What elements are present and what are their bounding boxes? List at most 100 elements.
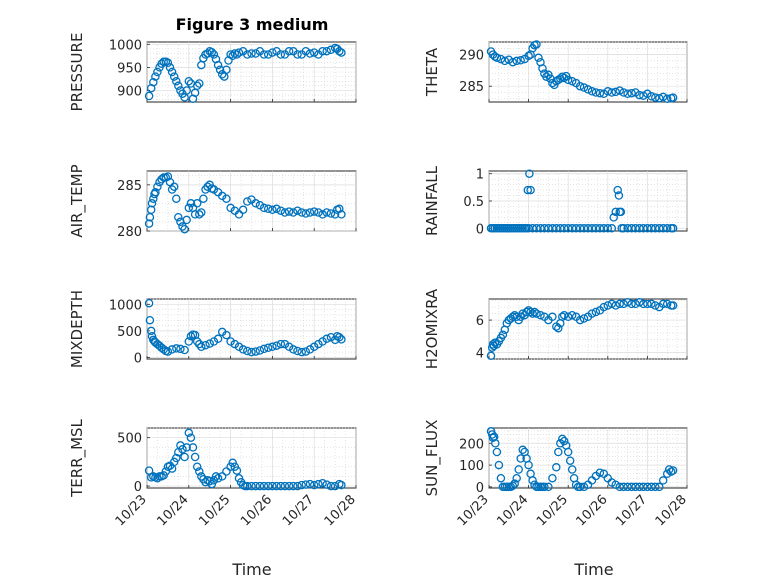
data-point	[563, 447, 573, 457]
data-point	[528, 224, 537, 233]
data-point	[243, 346, 252, 356]
data-point	[487, 430, 497, 439]
data-point	[195, 79, 204, 88]
data-point	[623, 224, 632, 233]
data-point	[251, 481, 260, 491]
data-point	[559, 310, 569, 320]
data-point	[583, 224, 593, 233]
data-point	[619, 299, 628, 309]
data-point	[508, 481, 518, 491]
data-point	[548, 473, 557, 483]
data-point	[595, 468, 605, 477]
data-point	[647, 299, 656, 309]
data-point	[174, 212, 183, 222]
data-point	[215, 65, 225, 74]
data-point	[651, 224, 660, 233]
data-point	[647, 92, 656, 101]
data-point	[627, 482, 636, 492]
y-tick-label: 0	[476, 222, 484, 237]
data-point	[280, 339, 290, 349]
data-point	[213, 474, 223, 483]
y-axis-label: PRESSURE	[68, 33, 86, 112]
data-point	[631, 299, 640, 309]
y-tick-label: 200	[459, 437, 484, 452]
y-tick-label: 0	[134, 351, 142, 366]
data-point	[293, 50, 302, 59]
data-point	[199, 194, 208, 203]
subplot-4: 0 0.5 1 RAINFALL	[423, 165, 688, 237]
x-tick-label: 10/28	[653, 492, 690, 529]
y-axis-label: SUN_FLUX	[423, 420, 442, 497]
data-point	[627, 88, 636, 98]
data-point	[263, 50, 273, 59]
x-tick-label: 10/23	[113, 492, 150, 529]
data-point	[619, 88, 628, 97]
data-point	[492, 53, 502, 63]
data-point	[301, 480, 311, 489]
data-point	[567, 465, 577, 474]
data-point	[647, 224, 656, 233]
data-point	[322, 480, 331, 489]
data-point	[595, 88, 605, 98]
data-point	[326, 209, 336, 218]
data-point	[293, 346, 302, 356]
y-axis-label: THETA	[423, 47, 441, 97]
data-point	[512, 473, 521, 483]
data-point	[207, 47, 217, 57]
data-point	[514, 465, 523, 474]
data-point	[293, 481, 302, 491]
data-point	[337, 335, 346, 344]
data-point	[195, 467, 204, 476]
data-point	[147, 331, 157, 341]
data-point	[536, 310, 545, 320]
data-point	[544, 224, 553, 233]
data-point	[186, 199, 196, 208]
data-point	[607, 224, 617, 233]
data-point	[309, 480, 319, 490]
data-point	[587, 224, 597, 233]
data-point	[318, 210, 327, 219]
data-point	[172, 194, 181, 203]
data-point	[284, 207, 294, 216]
subplot-6: 4 6 H2OMIXRA	[423, 288, 688, 369]
data-point	[623, 297, 632, 307]
data-point	[614, 191, 624, 200]
data-point	[238, 205, 248, 215]
data-point	[159, 345, 168, 354]
data-point	[518, 445, 527, 455]
data-point	[276, 50, 286, 59]
data-point	[163, 347, 173, 356]
data-point	[524, 460, 533, 470]
data-point	[153, 182, 162, 191]
data-point	[563, 312, 573, 322]
data-point	[172, 453, 181, 463]
data-point	[492, 447, 502, 457]
y-axis-label: AIR_TEMP	[68, 164, 87, 237]
subplot-3: 280 285 AIR_TEMP	[68, 164, 357, 240]
data-point	[490, 338, 500, 348]
data-point	[651, 482, 660, 492]
y-tick-label: 4	[476, 347, 484, 362]
data-point	[197, 342, 206, 352]
data-point	[486, 351, 496, 361]
data-point	[330, 210, 340, 219]
data-point	[524, 51, 533, 61]
subplot-1: 900 950 1000 PRESSURE	[68, 33, 357, 112]
data-point	[305, 345, 315, 354]
data-point	[599, 302, 609, 312]
y-tick-label: 285	[117, 179, 142, 194]
data-point	[337, 48, 346, 57]
y-tick-label: 0	[134, 480, 142, 495]
data-point	[599, 224, 609, 233]
data-point	[167, 345, 177, 354]
data-point	[548, 312, 557, 322]
x-tick-label: 10/26	[238, 492, 275, 529]
data-point	[523, 185, 533, 195]
data-point	[238, 345, 248, 354]
data-point	[243, 197, 252, 206]
data-point	[662, 224, 672, 233]
data-point	[496, 473, 506, 483]
data-point	[259, 203, 269, 213]
data-point	[611, 301, 620, 310]
